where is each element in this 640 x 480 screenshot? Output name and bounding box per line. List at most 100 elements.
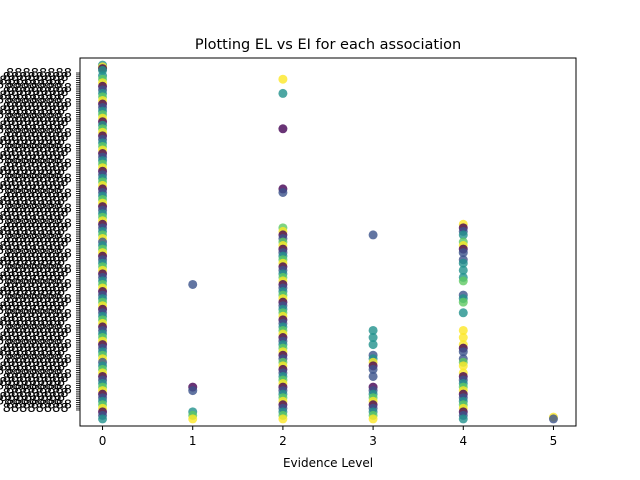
y-tick-label: 88888888 xyxy=(3,386,69,400)
y-tick-label: 88888888 xyxy=(0,273,62,287)
data-point xyxy=(458,258,468,268)
data-point xyxy=(98,414,108,424)
data-point xyxy=(458,297,468,307)
data-point xyxy=(368,333,378,343)
data-point xyxy=(278,88,288,98)
y-tick-label: 88888888 xyxy=(6,217,72,231)
y-tick-label: 88888888 xyxy=(0,122,62,136)
y-tick-label: 88888888 xyxy=(3,160,69,174)
data-point xyxy=(278,414,288,424)
data-point xyxy=(188,279,198,289)
y-tick-label: 88888888 xyxy=(3,341,69,355)
y-tick-label: 88888888 xyxy=(6,96,72,110)
y-tick-label: 88888888 xyxy=(3,175,69,189)
y-tick-label: 88888888 xyxy=(0,299,65,313)
y-tick-label: 88888888 xyxy=(3,266,69,280)
y-tick-label: 88888888 xyxy=(6,156,72,170)
data-point xyxy=(458,325,468,335)
data-point xyxy=(368,414,378,424)
x-axis-label: Evidence Level xyxy=(283,456,373,470)
y-tick-label: 88888888 xyxy=(3,205,69,219)
data-point xyxy=(368,340,378,350)
y-tick-label: 88888888 xyxy=(0,284,65,298)
y-tick-label: 88888888 xyxy=(3,100,69,114)
y-tick-label: 88888888 xyxy=(3,235,69,249)
data-point xyxy=(188,386,198,396)
y-tick-label: 88888888 xyxy=(6,141,72,155)
y-tick-label: 88888888 xyxy=(3,130,69,144)
y-tick-label: 88888888 xyxy=(6,322,72,336)
y-tick-label: 88888888 xyxy=(6,367,72,381)
data-point xyxy=(458,265,468,275)
plot-area-frame xyxy=(79,57,577,427)
data-points xyxy=(98,60,558,424)
y-tick-label: 88888888 xyxy=(0,134,65,148)
data-point xyxy=(278,74,288,84)
y-tick-label: 88888888 xyxy=(6,111,72,125)
data-point xyxy=(368,325,378,335)
y-tick-label: 88888888 xyxy=(3,356,69,370)
y-tick-label: 88888888 xyxy=(6,126,72,140)
y-tick-label: 88888888 xyxy=(0,198,62,212)
y-tick-label: 88888888 xyxy=(3,115,69,129)
x-tick-label: 4 xyxy=(459,434,467,448)
y-tick-label: 88888888 xyxy=(0,348,62,362)
data-point xyxy=(458,333,468,343)
y-tick-label: 88888888 xyxy=(3,296,69,310)
y-tick-label: 88888888 xyxy=(0,345,65,359)
y-tick-label: 88888888 xyxy=(6,352,72,366)
y-tick-label: 88888888 xyxy=(0,153,62,167)
y-axis-ticks: 8888888888888888888888888888888888888888… xyxy=(0,66,80,415)
x-tick-label: 0 xyxy=(99,434,107,448)
y-tick-label: 88888888 xyxy=(0,224,65,238)
data-point xyxy=(278,124,288,134)
y-tick-label: 88888888 xyxy=(0,333,62,347)
y-tick-label: 88888888 xyxy=(0,363,62,377)
y-tick-label: 88888888 xyxy=(0,315,65,329)
data-point xyxy=(548,414,558,424)
y-tick-label: 88888888 xyxy=(0,149,65,163)
y-tick-label: 88888888 xyxy=(6,232,72,246)
y-tick-label: 88888888 xyxy=(0,92,62,106)
x-tick-label: 2 xyxy=(279,434,287,448)
data-point xyxy=(458,276,468,286)
y-tick-label: 88888888 xyxy=(0,360,65,374)
x-tick-label: 3 xyxy=(369,434,377,448)
data-point xyxy=(458,248,468,258)
y-tick-label: 88888888 xyxy=(0,394,62,408)
y-tick-label: 88888888 xyxy=(3,371,69,385)
x-tick-label: 5 xyxy=(550,434,558,448)
y-tick-label: 88888888 xyxy=(0,213,62,227)
y-tick-label: 88888888 xyxy=(3,281,69,295)
y-tick-label: 88888888 xyxy=(0,375,65,389)
y-tick-label: 88888888 xyxy=(0,269,65,283)
chart-title: Plotting EL vs EI for each association xyxy=(195,37,461,53)
data-point xyxy=(458,414,468,424)
y-tick-label: 88888888 xyxy=(3,251,69,265)
y-tick-label: 88888888 xyxy=(3,220,69,234)
data-point xyxy=(188,414,198,424)
data-point xyxy=(458,230,468,240)
y-tick-label: 88888888 xyxy=(0,243,62,257)
y-tick-label: 88888888 xyxy=(0,77,62,91)
y-tick-label: 88888888 xyxy=(3,85,69,99)
y-tick-label: 88888888 xyxy=(6,307,72,321)
y-tick-label: 88888888 xyxy=(3,190,69,204)
y-tick-label: 88888888 xyxy=(0,254,65,268)
y-tick-label: 88888888 xyxy=(0,379,62,393)
y-tick-label: 88888888 xyxy=(0,288,62,302)
y-tick-label: 88888888 xyxy=(0,119,65,133)
y-tick-label: 88888888 xyxy=(6,247,72,261)
y-tick-label: 88888888 xyxy=(0,104,65,118)
data-point xyxy=(368,371,378,381)
data-point xyxy=(458,361,468,371)
y-tick-label: 88888888 xyxy=(0,179,65,193)
y-tick-label: 88888888 xyxy=(0,183,62,197)
y-tick-label: 88888888 xyxy=(6,186,72,200)
y-tick-label: 88888888 xyxy=(3,311,69,325)
y-tick-label: 88888888 xyxy=(0,318,62,332)
y-tick-label: 88888888 xyxy=(6,262,72,276)
data-point xyxy=(458,308,468,318)
